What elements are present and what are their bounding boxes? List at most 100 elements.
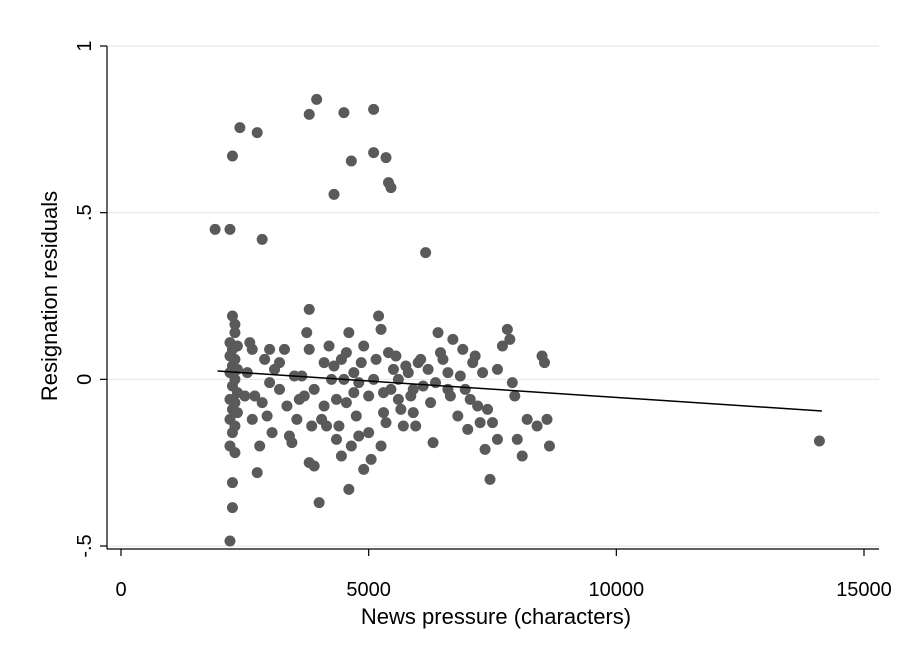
data-point-1 xyxy=(224,223,236,235)
y-tick-label-0: -.5 xyxy=(74,534,96,557)
data-point-140 xyxy=(365,453,377,465)
data-point-61 xyxy=(301,327,313,339)
data-point-133 xyxy=(286,437,298,449)
data-point-54 xyxy=(274,383,286,395)
data-point-124 xyxy=(521,413,533,425)
data-point-123 xyxy=(516,450,528,462)
x-tick-label-3: 15000 xyxy=(836,579,892,601)
data-point-149 xyxy=(434,347,446,359)
x-tick-label-0: 0 xyxy=(115,579,126,601)
data-point-9 xyxy=(368,103,380,115)
data-point-16 xyxy=(420,247,432,259)
data-point-37 xyxy=(226,427,238,439)
data-point-100 xyxy=(422,363,434,375)
data-point-102 xyxy=(432,327,444,339)
data-point-84 xyxy=(363,390,375,402)
y-axis-title: Resignation residuals xyxy=(37,191,62,401)
data-point-10 xyxy=(345,155,357,167)
data-point-131 xyxy=(264,377,276,389)
data-point-4 xyxy=(251,127,263,139)
data-point-117 xyxy=(496,340,508,352)
data-point-127 xyxy=(539,357,551,369)
data-point-97 xyxy=(407,407,419,419)
data-point-154 xyxy=(474,417,486,429)
data-point-63 xyxy=(306,420,318,432)
data-point-87 xyxy=(375,323,387,335)
data-point-164 xyxy=(353,377,365,389)
data-point-119 xyxy=(504,333,516,345)
data-point-15 xyxy=(385,182,397,194)
data-point-51 xyxy=(264,343,276,355)
data-point-160 xyxy=(308,383,320,395)
data-point-55 xyxy=(278,343,290,355)
data-point-83 xyxy=(358,463,370,475)
data-point-77 xyxy=(343,483,355,495)
data-point-139 xyxy=(358,340,370,352)
data-point-81 xyxy=(353,430,365,442)
data-point-68 xyxy=(318,357,330,369)
y-tick-label-1: 0 xyxy=(74,374,96,385)
data-point-34 xyxy=(231,407,243,419)
data-point-159 xyxy=(291,413,303,425)
x-tick-label-2: 10000 xyxy=(589,579,645,601)
data-point-130 xyxy=(813,435,825,447)
data-point-111 xyxy=(477,367,489,379)
data-point-65 xyxy=(308,460,320,472)
data-point-125 xyxy=(531,420,543,432)
data-point-116 xyxy=(491,433,503,445)
data-point-59 xyxy=(298,390,310,402)
data-point-72 xyxy=(333,420,345,432)
data-point-93 xyxy=(392,393,404,405)
data-point-129 xyxy=(543,440,555,452)
data-point-40 xyxy=(226,477,238,489)
data-point-69 xyxy=(323,340,335,352)
data-point-73 xyxy=(335,450,347,462)
data-point-113 xyxy=(482,403,494,415)
data-point-13 xyxy=(328,188,340,200)
data-point-12 xyxy=(380,152,392,164)
data-point-169 xyxy=(430,377,442,389)
data-point-42 xyxy=(224,535,236,547)
data-point-135 xyxy=(321,420,333,432)
data-point-47 xyxy=(249,390,261,402)
data-point-120 xyxy=(506,377,518,389)
data-point-41 xyxy=(226,502,238,514)
data-point-43 xyxy=(239,390,251,402)
data-point-85 xyxy=(368,373,380,385)
data-point-163 xyxy=(340,397,352,409)
y-tick-label-2: .5 xyxy=(74,204,96,221)
data-point-62 xyxy=(303,343,315,355)
data-point-136 xyxy=(326,373,338,385)
data-point-156 xyxy=(256,397,268,409)
data-point-106 xyxy=(452,410,464,422)
data-point-79 xyxy=(348,367,360,379)
data-point-152 xyxy=(464,393,476,405)
data-point-161 xyxy=(318,400,330,412)
data-point-101 xyxy=(427,437,439,449)
data-point-171 xyxy=(459,383,471,395)
data-point-165 xyxy=(363,427,375,439)
data-point-6 xyxy=(303,108,315,120)
data-point-158 xyxy=(281,400,293,412)
data-point-143 xyxy=(390,350,402,362)
data-point-0 xyxy=(209,223,221,235)
data-point-99 xyxy=(417,380,429,392)
data-point-105 xyxy=(447,333,459,345)
data-point-70 xyxy=(328,360,340,372)
data-point-18 xyxy=(229,318,241,330)
data-point-137 xyxy=(335,353,347,365)
data-point-7 xyxy=(311,93,323,105)
data-point-107 xyxy=(457,343,469,355)
gridlines xyxy=(107,45,879,547)
data-point-146 xyxy=(410,420,422,432)
data-point-138 xyxy=(348,387,360,399)
data-point-92 xyxy=(387,363,399,375)
data-point-82 xyxy=(355,357,367,369)
data-point-157 xyxy=(266,427,278,439)
data-point-112 xyxy=(479,443,491,455)
data-point-71 xyxy=(330,393,342,405)
data-point-148 xyxy=(425,397,437,409)
data-point-155 xyxy=(246,413,258,425)
data-point-114 xyxy=(484,473,496,485)
data-point-141 xyxy=(370,353,382,365)
